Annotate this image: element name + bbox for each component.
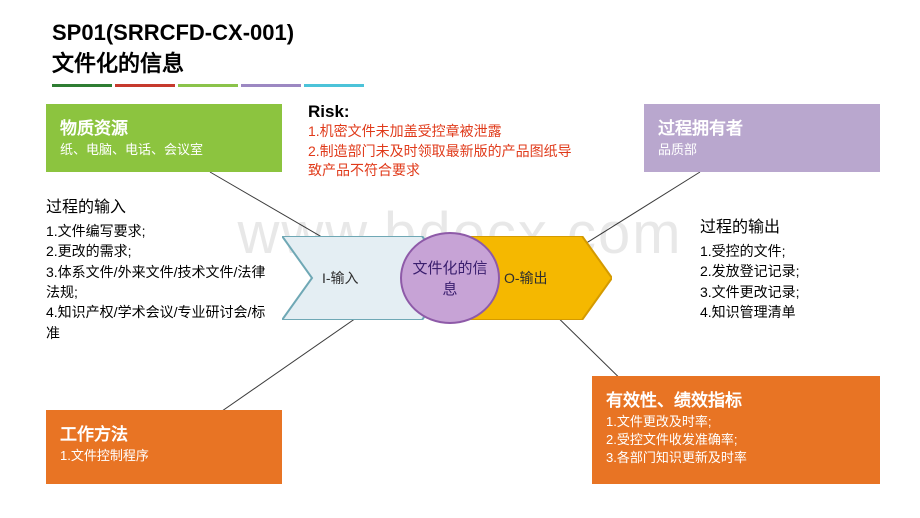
process-outputs: 过程的输出 1.受控的文件; 2.发放登记记录; 3.文件更改记录; 4.知识管… (700, 216, 880, 322)
box-sub: 1.文件更改及时率; 2.受控文件收发准确率; 3.各部门知识更新及时率 (606, 413, 866, 468)
output-item: 4.知识管理清单 (700, 302, 880, 322)
box-material-resources: 物质资源 纸、电脑、电话、会议室 (46, 104, 282, 172)
box-title: 过程拥有者 (658, 114, 866, 139)
arrow-input-label: I-输入 (322, 268, 359, 288)
accent-bar (52, 84, 112, 87)
input-item: 1.文件编写要求; (46, 221, 278, 241)
flow-diagram: I-输入 O-输出 文件化的信息 (282, 236, 612, 320)
risk-block: Risk: 1.机密文件未加盖受控章被泄露 2.制造部门未及时领取最新版的产品图… (308, 102, 572, 181)
box-sub: 纸、电脑、电话、会议室 (60, 141, 268, 159)
accent-bars (52, 84, 364, 87)
output-item: 3.文件更改记录; (700, 282, 880, 302)
box-process-owner: 过程拥有者 品质部 (644, 104, 880, 172)
accent-bar (304, 84, 364, 87)
outputs-heading: 过程的输出 (700, 216, 880, 239)
input-item: 3.体系文件/外来文件/技术文件/法律法规; (46, 262, 278, 303)
box-work-method: 工作方法 1.文件控制程序 (46, 410, 282, 484)
slide-title: SP01(SRRCFD-CX-001) 文件化的信息 (52, 20, 294, 78)
risk-line: 2.制造部门未及时领取最新版的产品图纸导致产品不符合要求 (308, 142, 572, 181)
accent-bar (115, 84, 175, 87)
box-title: 工作方法 (60, 420, 268, 445)
box-sub: 品质部 (658, 141, 866, 159)
box-title: 有效性、绩效指标 (606, 386, 866, 411)
center-ellipse-label: 文件化的信息 (410, 257, 490, 299)
title-line1: SP01(SRRCFD-CX-001) (52, 20, 294, 46)
accent-bar (241, 84, 301, 87)
accent-bar (178, 84, 238, 87)
risk-line: 1.机密文件未加盖受控章被泄露 (308, 122, 572, 142)
box-sub: 1.文件控制程序 (60, 447, 268, 465)
arrow-output-label: O-输出 (504, 268, 548, 288)
risk-title: Risk: (308, 102, 572, 122)
input-item: 4.知识产权/学术会议/专业研讨会/标准 (46, 302, 278, 343)
output-item: 1.受控的文件; (700, 241, 880, 261)
output-item: 2.发放登记记录; (700, 261, 880, 281)
center-ellipse: 文件化的信息 (400, 232, 500, 324)
title-line2: 文件化的信息 (52, 46, 294, 78)
box-title: 物质资源 (60, 114, 268, 139)
box-kpi: 有效性、绩效指标 1.文件更改及时率; 2.受控文件收发准确率; 3.各部门知识… (592, 376, 880, 484)
process-inputs: 过程的输入 1.文件编写要求; 2.更改的需求; 3.体系文件/外来文件/技术文… (46, 196, 278, 343)
input-item: 2.更改的需求; (46, 241, 278, 261)
inputs-heading: 过程的输入 (46, 196, 278, 219)
